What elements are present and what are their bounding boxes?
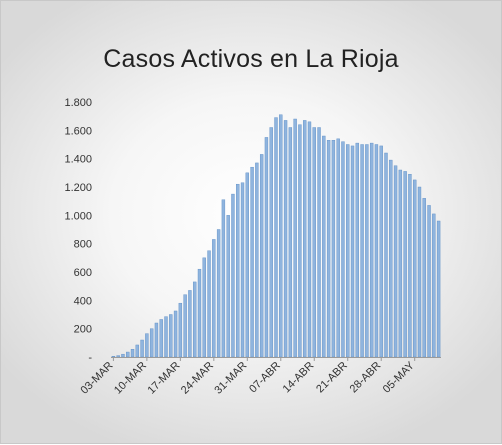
bar xyxy=(293,118,297,358)
y-tick-label: 400 xyxy=(74,295,92,307)
bar xyxy=(365,144,369,358)
bar xyxy=(149,328,154,358)
bar xyxy=(369,142,374,358)
x-tick-label: 21-ABR xyxy=(314,360,350,396)
bar xyxy=(317,127,321,358)
bar xyxy=(341,141,345,358)
x-tick-label: 14-ABR xyxy=(281,360,317,396)
y-tick-label: 1.800 xyxy=(64,97,92,109)
bar xyxy=(169,314,173,358)
x-tick-label: 17-MAR xyxy=(145,360,182,397)
bar xyxy=(283,120,288,358)
bar xyxy=(331,140,336,358)
bar xyxy=(427,205,431,358)
bar xyxy=(126,351,130,358)
bar xyxy=(384,152,388,358)
bar xyxy=(346,144,350,358)
bar xyxy=(403,171,407,358)
x-tick-label: 03-MAR xyxy=(79,360,116,397)
bar xyxy=(432,213,436,358)
x-tick-label: 10-MAR xyxy=(112,360,149,397)
bar xyxy=(121,353,125,358)
bar xyxy=(269,127,273,358)
bar xyxy=(436,220,441,358)
bar xyxy=(188,290,192,358)
bar xyxy=(298,124,302,358)
bar xyxy=(207,250,211,358)
bar xyxy=(322,135,326,358)
bar xyxy=(413,179,417,358)
bar xyxy=(288,127,293,358)
x-tick-label: 28-ABR xyxy=(348,360,384,396)
bar xyxy=(173,310,178,358)
bar xyxy=(355,142,359,358)
bar xyxy=(212,239,216,358)
bar xyxy=(360,144,364,358)
bar xyxy=(183,294,187,358)
y-tick-label: 1.600 xyxy=(64,125,92,137)
bar xyxy=(336,138,340,358)
bar xyxy=(193,281,197,358)
bar xyxy=(398,169,403,358)
x-tick-label: 31-MAR xyxy=(212,360,249,397)
y-tick-label: 1.000 xyxy=(64,210,92,222)
bar xyxy=(417,186,422,358)
bar xyxy=(145,333,149,358)
bar xyxy=(307,121,312,358)
bar xyxy=(231,193,235,358)
y-tick-label: - xyxy=(88,352,92,364)
bar xyxy=(197,268,202,358)
bar xyxy=(236,183,240,358)
x-tick-label: 07-ABR xyxy=(247,360,283,396)
bar xyxy=(279,114,283,358)
bar xyxy=(164,316,168,358)
y-tick-label: 200 xyxy=(74,324,92,336)
bar xyxy=(259,154,264,358)
bar xyxy=(422,198,426,358)
bar xyxy=(264,137,269,358)
bar xyxy=(111,356,116,358)
bar xyxy=(408,174,412,358)
bar xyxy=(178,302,183,358)
bar xyxy=(221,199,226,358)
bar xyxy=(389,159,393,358)
y-tick-label: 600 xyxy=(74,267,92,279)
bar xyxy=(374,144,379,358)
bar xyxy=(379,145,383,358)
y-tick-label: 1.200 xyxy=(64,182,92,194)
bar xyxy=(255,162,259,358)
bar xyxy=(312,127,316,358)
bar xyxy=(350,145,355,358)
chart-title: Casos Activos en La Rioja xyxy=(103,45,399,73)
bar xyxy=(159,319,163,358)
bar xyxy=(250,166,254,358)
y-tick-label: 800 xyxy=(74,239,92,251)
bar xyxy=(202,257,206,358)
bar xyxy=(116,355,120,358)
bar xyxy=(154,322,159,358)
bar xyxy=(226,215,230,358)
bar xyxy=(216,229,221,358)
bar xyxy=(240,182,245,358)
bar xyxy=(245,172,249,358)
x-tick-label: 24-MAR xyxy=(179,360,216,397)
bar xyxy=(303,120,307,358)
bar xyxy=(130,349,135,358)
bar xyxy=(326,140,331,358)
bar xyxy=(274,117,278,358)
x-tick-label: 05-MAY xyxy=(381,359,417,395)
bar xyxy=(140,339,144,358)
bar xyxy=(393,165,398,358)
y-tick-label: 1.400 xyxy=(64,154,92,166)
bar xyxy=(135,344,139,358)
